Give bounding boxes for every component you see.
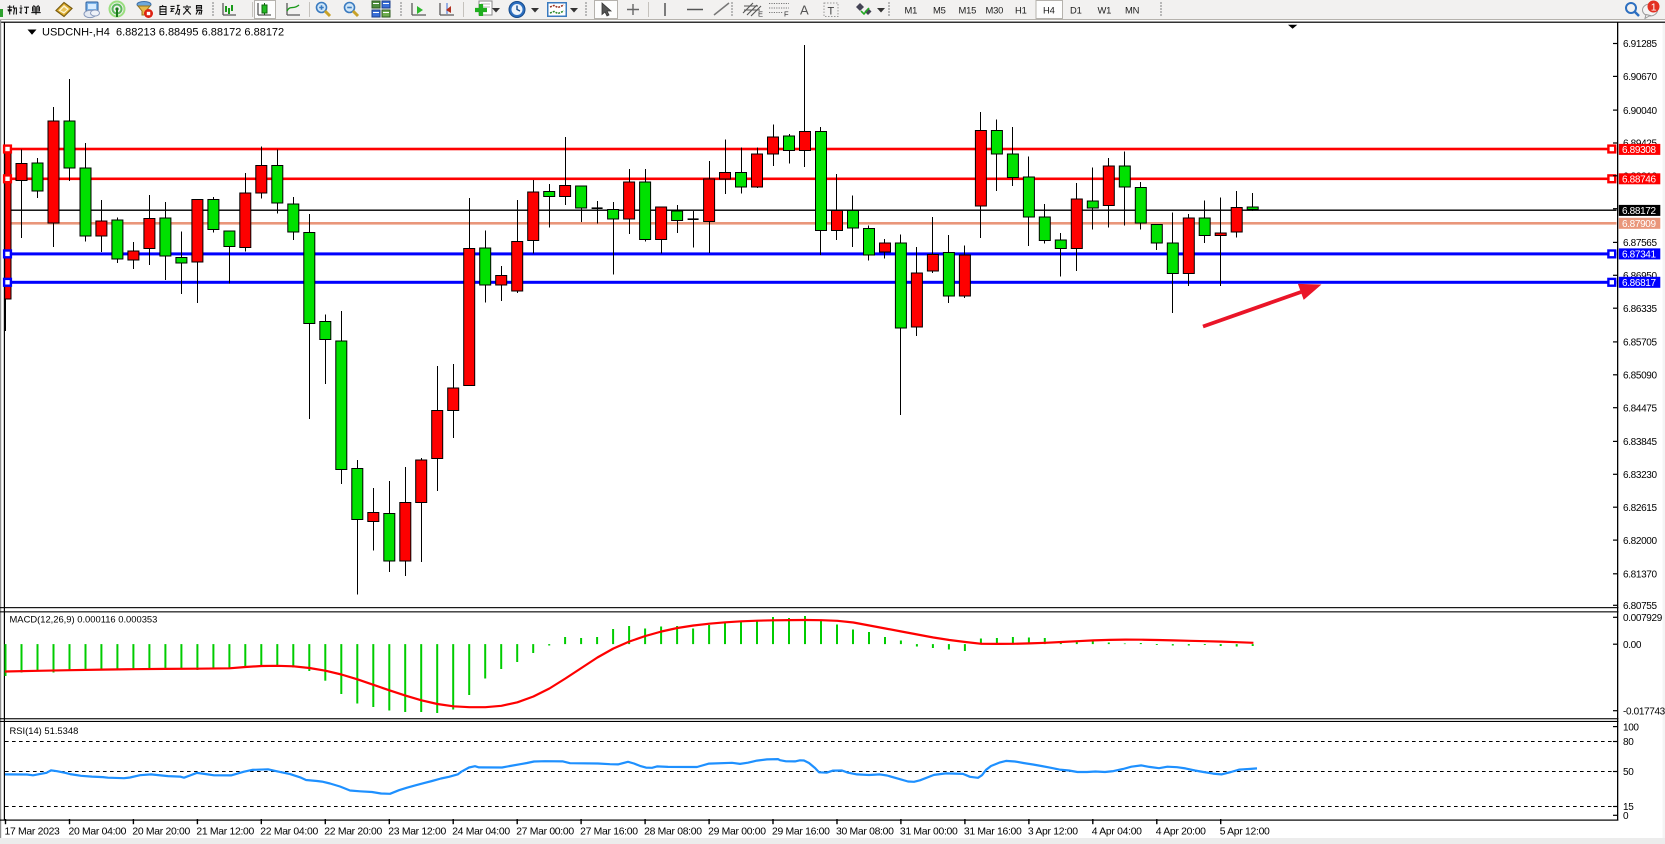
svg-text:31 Mar 16:00: 31 Mar 16:00	[964, 827, 1022, 838]
svg-text:A: A	[800, 3, 809, 18]
svg-text:H1: H1	[1015, 5, 1027, 16]
svg-text:6.81370: 6.81370	[1623, 570, 1657, 581]
svg-text:4 Apr 04:00: 4 Apr 04:00	[1092, 827, 1142, 838]
svg-text:USDCNH-,H4 6.88213 6.88495 6.: USDCNH-,H4 6.88213 6.88495 6.88172 6.881…	[42, 27, 284, 39]
svg-text:RSI(14) 51.5348: RSI(14) 51.5348	[10, 725, 79, 736]
svg-text:6.85705: 6.85705	[1623, 338, 1657, 349]
svg-text:29 Mar 16:00: 29 Mar 16:00	[772, 827, 830, 838]
svg-text:23 Mar 12:00: 23 Mar 12:00	[388, 827, 446, 838]
svg-text:4 Apr 20:00: 4 Apr 20:00	[1156, 827, 1206, 838]
svg-text:5 Apr 12:00: 5 Apr 12:00	[1220, 827, 1270, 838]
svg-text:F: F	[784, 10, 789, 19]
svg-text:6.80755: 6.80755	[1623, 601, 1657, 612]
svg-text:6.90040: 6.90040	[1623, 106, 1657, 117]
svg-text:30 Mar 08:00: 30 Mar 08:00	[836, 827, 894, 838]
svg-text:15: 15	[1623, 802, 1634, 813]
svg-text:M15: M15	[959, 5, 977, 16]
svg-text:MACD(12,26,9) 0.000116 0.00035: MACD(12,26,9) 0.000116 0.000353	[10, 614, 158, 625]
svg-text:27 Mar 16:00: 27 Mar 16:00	[580, 827, 638, 838]
svg-text:0: 0	[1623, 811, 1629, 822]
svg-text:100: 100	[1623, 722, 1639, 733]
svg-text:24 Mar 04:00: 24 Mar 04:00	[452, 827, 510, 838]
svg-text:1: 1	[1651, 1, 1657, 13]
svg-text:80: 80	[1623, 737, 1634, 748]
svg-text:6.88172: 6.88172	[1622, 206, 1656, 217]
svg-text:6.87909: 6.87909	[1622, 219, 1656, 230]
svg-text:21 Mar 12:00: 21 Mar 12:00	[196, 827, 254, 838]
svg-text:3 Apr 12:00: 3 Apr 12:00	[1028, 827, 1078, 838]
svg-text:29 Mar 00:00: 29 Mar 00:00	[708, 827, 766, 838]
svg-text:6.90670: 6.90670	[1623, 72, 1657, 83]
svg-text:20 Mar 04:00: 20 Mar 04:00	[69, 827, 127, 838]
svg-text:E: E	[758, 10, 763, 19]
svg-text:20 Mar 20:00: 20 Mar 20:00	[132, 827, 190, 838]
svg-text:-0.017743: -0.017743	[1623, 706, 1665, 717]
svg-text:M5: M5	[933, 5, 946, 16]
svg-text:6.87565: 6.87565	[1623, 238, 1657, 249]
svg-text:50: 50	[1623, 767, 1634, 778]
svg-text:D1: D1	[1070, 5, 1082, 16]
svg-text:27 Mar 00:00: 27 Mar 00:00	[516, 827, 574, 838]
svg-text:MN: MN	[1125, 5, 1139, 16]
svg-text:6.84475: 6.84475	[1623, 403, 1657, 414]
svg-text:6.91285: 6.91285	[1623, 39, 1657, 50]
svg-text:6.88746: 6.88746	[1622, 175, 1656, 186]
svg-text:6.86335: 6.86335	[1623, 304, 1657, 315]
svg-text:22 Mar 20:00: 22 Mar 20:00	[324, 827, 382, 838]
svg-text:T: T	[828, 6, 835, 18]
svg-text:6.86817: 6.86817	[1622, 278, 1656, 289]
svg-text:M1: M1	[905, 5, 918, 16]
svg-text:0.00: 0.00	[1623, 640, 1642, 651]
svg-text:6.87341: 6.87341	[1622, 250, 1656, 261]
svg-text:6.82615: 6.82615	[1623, 503, 1657, 514]
svg-text:28 Mar 08:00: 28 Mar 08:00	[644, 827, 702, 838]
svg-text:17 Mar 2023: 17 Mar 2023	[5, 827, 61, 838]
svg-text:6.83230: 6.83230	[1623, 470, 1657, 481]
svg-text:H4: H4	[1043, 5, 1055, 16]
svg-text:6.85090: 6.85090	[1623, 371, 1657, 382]
svg-text:31 Mar 00:00: 31 Mar 00:00	[900, 827, 958, 838]
svg-text:0.007929: 0.007929	[1623, 613, 1663, 624]
svg-text:6.86950: 6.86950	[1623, 271, 1657, 282]
svg-text:6.89308: 6.89308	[1622, 145, 1656, 156]
svg-text:W1: W1	[1098, 5, 1112, 16]
svg-text:M30: M30	[986, 5, 1004, 16]
svg-text:6.82000: 6.82000	[1623, 536, 1657, 547]
svg-text:6.83845: 6.83845	[1623, 437, 1657, 448]
svg-text:22 Mar 04:00: 22 Mar 04:00	[260, 827, 318, 838]
